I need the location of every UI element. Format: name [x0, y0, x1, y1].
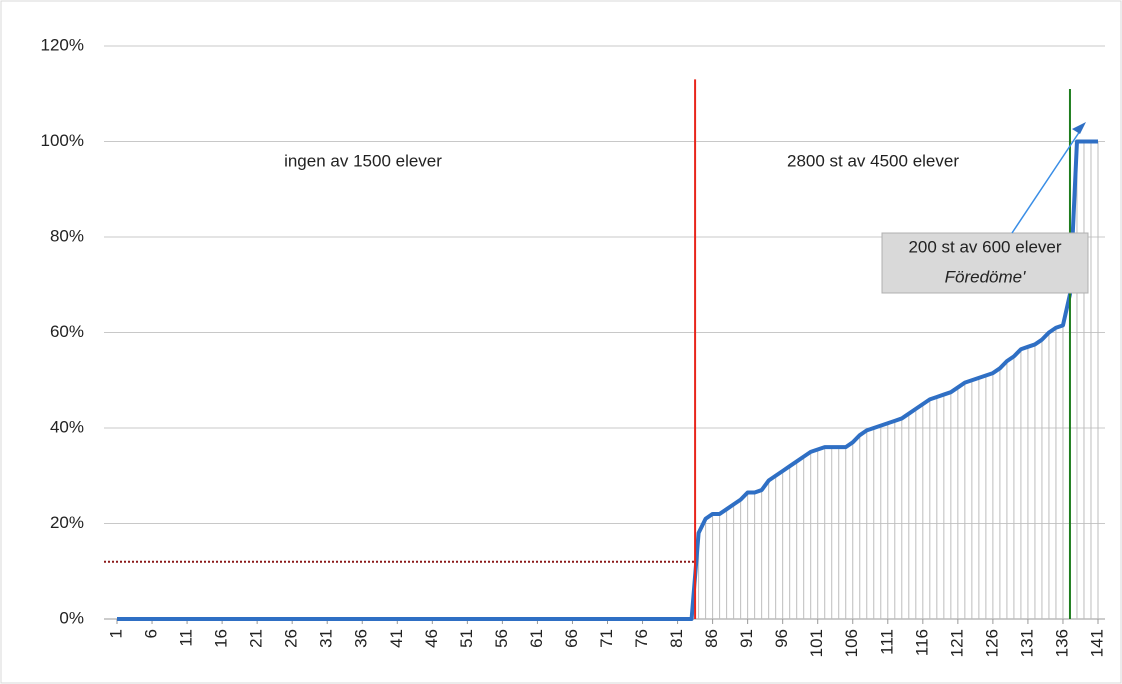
y-tick-label: 100%: [41, 131, 84, 150]
arrow-head: [1072, 122, 1086, 134]
x-tick-label: 41: [387, 629, 406, 648]
x-tick-label: 56: [492, 629, 511, 648]
y-tick-label: 60%: [50, 322, 84, 341]
x-tick-label: 26: [282, 629, 301, 648]
y-tick-label: 0%: [59, 608, 84, 627]
x-tick-label: 21: [247, 629, 266, 648]
x-tick-label: 1: [106, 629, 125, 638]
x-tick-label: 96: [772, 629, 791, 648]
annotation: 2800 st av 4500 elever: [787, 151, 959, 170]
annotation-box: [881, 232, 1089, 294]
x-tick-label: 126: [982, 629, 1001, 657]
annotation: Föredöme': [945, 267, 1026, 286]
x-tick-label: 66: [562, 629, 581, 648]
x-tick-label: 71: [597, 629, 616, 648]
x-tick-label: 131: [1017, 629, 1036, 657]
x-tick-label: 111: [877, 629, 896, 655]
x-tick-label: 86: [702, 629, 721, 648]
y-tick-label: 80%: [50, 226, 84, 245]
x-tick-label: 46: [422, 629, 441, 648]
x-tick-label: 121: [947, 629, 966, 657]
y-tick-label: 120%: [41, 35, 84, 54]
x-tick-label: 6: [142, 629, 161, 638]
annotation: 200 st av 600 elever: [908, 237, 1061, 256]
x-tick-label: 141: [1087, 629, 1106, 657]
x-tick-label: 11: [177, 629, 196, 647]
x-tick-label: 76: [632, 629, 651, 648]
x-tick-label: 81: [667, 629, 686, 648]
x-tick-label: 101: [807, 629, 826, 657]
x-tick-label: 116: [912, 629, 931, 656]
y-tick-label: 20%: [50, 513, 84, 532]
x-tick-label: 106: [842, 629, 861, 657]
annotation-arrow: [1011, 127, 1083, 234]
x-tick-label: 16: [212, 629, 231, 648]
y-tick-label: 40%: [50, 417, 84, 436]
x-tick-label: 31: [317, 629, 336, 648]
annotation: ingen av 1500 elever: [284, 151, 442, 170]
x-tick-label: 51: [457, 629, 476, 648]
x-tick-label: 36: [352, 629, 371, 648]
line-series: [117, 139, 1098, 621]
x-tick-label: 91: [737, 629, 756, 648]
x-tick-label: 136: [1052, 629, 1071, 657]
x-tick-label: 61: [527, 629, 546, 648]
